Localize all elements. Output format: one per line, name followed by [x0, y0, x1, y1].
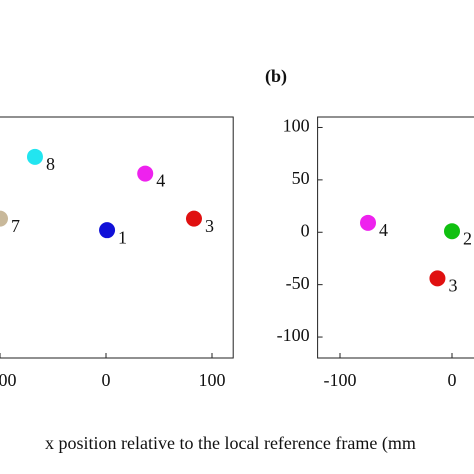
x-tick-label: 0	[102, 370, 111, 390]
point-label: 1	[118, 227, 127, 247]
point	[137, 165, 154, 182]
panel-label: (b)	[265, 66, 287, 87]
y-tick-label: -50	[286, 273, 310, 293]
point-label: 3	[205, 216, 214, 236]
point-label: 3	[448, 275, 457, 295]
x-tick-label: -100	[0, 370, 17, 390]
x-tick-label: -100	[324, 370, 357, 390]
point-label: 4	[156, 171, 165, 191]
point-label: 4	[379, 220, 388, 240]
x-tick-label: 0	[448, 370, 457, 390]
point	[26, 148, 43, 165]
point	[99, 222, 116, 239]
point	[429, 270, 446, 287]
point-label: 2	[463, 228, 472, 248]
point	[360, 214, 376, 231]
x-axis-label: x position relative to the local referen…	[45, 433, 416, 454]
point	[185, 210, 202, 227]
point-label: 8	[46, 154, 55, 174]
y-tick-label: -100	[277, 325, 310, 345]
y-tick-label: 50	[292, 168, 310, 188]
y-tick-label: 100	[283, 116, 310, 136]
x-tick-label: 100	[199, 370, 226, 390]
point-label: 7	[11, 216, 20, 236]
y-tick-label: 0	[301, 220, 310, 240]
point	[444, 223, 460, 240]
point	[0, 210, 8, 227]
